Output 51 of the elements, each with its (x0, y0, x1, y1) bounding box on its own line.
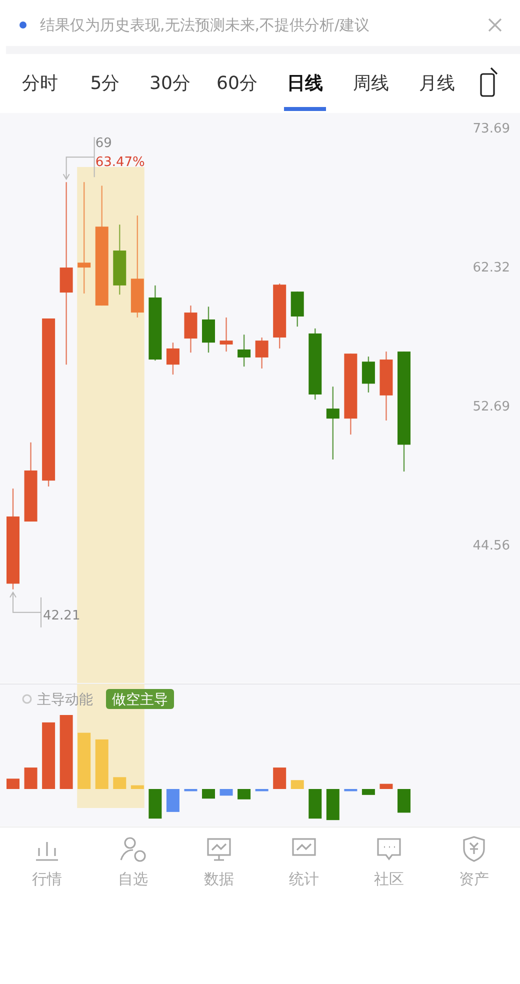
y-tick-label: 44.56 (472, 538, 510, 554)
bar (95, 739, 108, 789)
text: 周线 (353, 73, 389, 94)
text: 60分 (216, 73, 258, 94)
candlestick (202, 306, 215, 354)
text: 行情 (32, 870, 62, 888)
annotation: 42.21 (43, 608, 80, 624)
bar (362, 789, 375, 795)
candlestick (78, 182, 91, 294)
candlestick (326, 386, 340, 460)
candlestick (238, 334, 251, 368)
chart-title: 主导动能 (37, 692, 93, 708)
bar (308, 789, 322, 819)
annotation: 63.47% (95, 155, 145, 170)
text: 自选 (118, 870, 148, 888)
text: 5分 (90, 73, 120, 94)
candlestick (166, 342, 180, 376)
bar (290, 780, 304, 789)
bar (238, 789, 251, 800)
text: 分时 (22, 73, 58, 94)
bar (60, 715, 73, 789)
y-tick-label: 62.32 (472, 260, 510, 276)
y-tick-label: 52.69 (472, 400, 510, 415)
text: 日线 (287, 73, 323, 94)
bar (78, 732, 91, 789)
text: 数据 (204, 870, 234, 888)
text: 结果仅为历史表现,无法预测未来,不提供分析/建议 (40, 16, 370, 34)
bar (24, 768, 38, 789)
bar (130, 785, 144, 789)
bar (398, 789, 410, 813)
text: 做空主导 (112, 692, 168, 708)
bar (113, 777, 126, 789)
bar (202, 789, 215, 799)
text: 社区 (374, 870, 404, 888)
text: 资产 (459, 870, 489, 888)
y-tick-label: 73.69 (472, 122, 510, 137)
bar (6, 778, 20, 789)
candlestick (255, 336, 268, 370)
annotation: 69 (95, 136, 112, 152)
bar (148, 789, 162, 819)
bar (380, 784, 393, 789)
bar (326, 789, 340, 820)
bar (220, 789, 233, 796)
text: 月线 (419, 73, 455, 94)
bar (42, 722, 56, 789)
candlestick (362, 356, 375, 394)
bar (166, 789, 180, 812)
text: 统计 (289, 870, 319, 888)
candlestick (220, 316, 233, 352)
text: 30分 (150, 73, 190, 94)
bar (273, 768, 286, 789)
